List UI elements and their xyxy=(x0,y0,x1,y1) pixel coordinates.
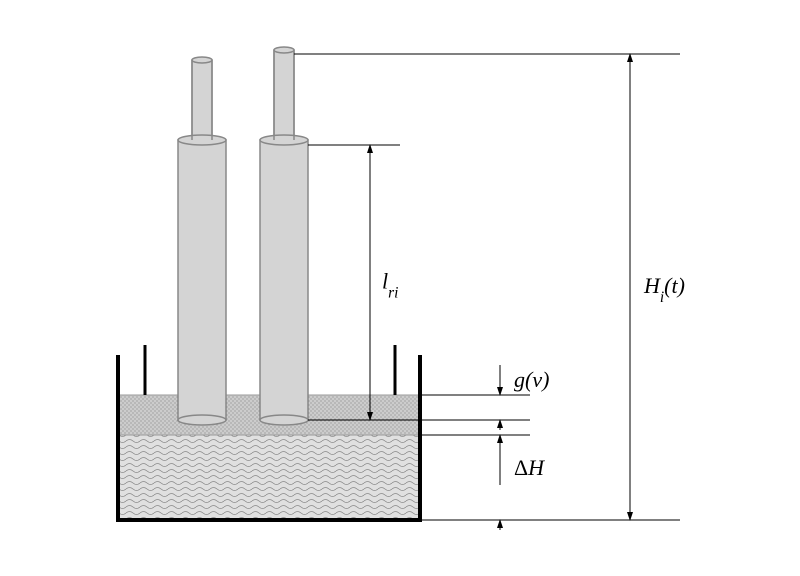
electrode-diagram: lri Hi(t) g(v) ΔH xyxy=(0,0,800,576)
svg-text:lri: lri xyxy=(382,269,398,302)
svg-text:Hi(t): Hi(t) xyxy=(643,273,685,306)
svg-text:g(v): g(v) xyxy=(514,367,549,392)
svg-text:ΔH: ΔH xyxy=(514,455,545,480)
